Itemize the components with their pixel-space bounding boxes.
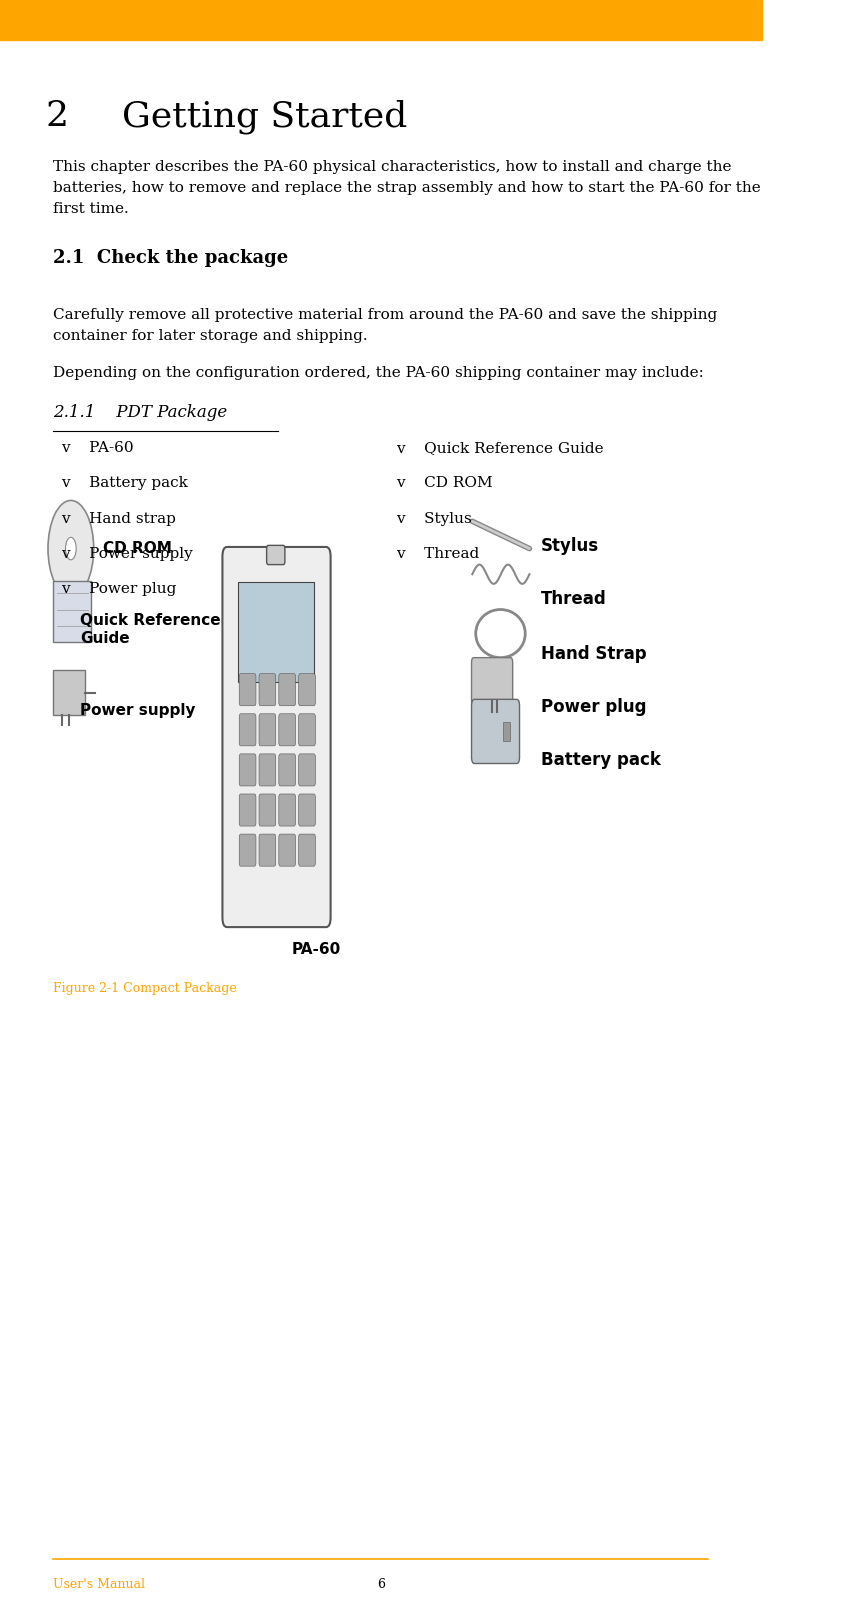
FancyBboxPatch shape <box>471 658 512 706</box>
Text: Depending on the configuration ordered, the PA-60 shipping container may include: Depending on the configuration ordered, … <box>53 366 704 380</box>
Circle shape <box>48 500 94 597</box>
FancyBboxPatch shape <box>278 834 295 866</box>
Text: v    Power supply: v Power supply <box>61 547 193 561</box>
FancyBboxPatch shape <box>239 794 256 826</box>
FancyBboxPatch shape <box>278 674 295 706</box>
FancyBboxPatch shape <box>53 581 91 642</box>
Text: 6: 6 <box>376 1578 385 1591</box>
FancyBboxPatch shape <box>239 834 256 866</box>
Text: v    Power plug: v Power plug <box>61 582 176 597</box>
Text: This chapter describes the PA-60 physical characteristics, how to install and ch: This chapter describes the PA-60 physica… <box>53 160 760 215</box>
Text: Figure 2-1 Compact Package: Figure 2-1 Compact Package <box>53 982 237 994</box>
FancyBboxPatch shape <box>299 794 315 826</box>
Text: Battery pack: Battery pack <box>540 751 660 768</box>
Text: 2.1  Check the package: 2.1 Check the package <box>53 249 288 266</box>
FancyBboxPatch shape <box>258 674 276 706</box>
FancyBboxPatch shape <box>239 674 256 706</box>
Text: Carefully remove all protective material from around the PA-60 and save the ship: Carefully remove all protective material… <box>53 308 717 343</box>
Text: v    CD ROM: v CD ROM <box>396 476 492 491</box>
Text: v    Quick Reference Guide: v Quick Reference Guide <box>396 441 603 456</box>
FancyBboxPatch shape <box>299 714 315 746</box>
Text: Getting Started: Getting Started <box>122 99 407 135</box>
Text: v    Stylus: v Stylus <box>396 512 472 526</box>
Text: 2: 2 <box>46 99 68 133</box>
FancyBboxPatch shape <box>258 834 276 866</box>
FancyBboxPatch shape <box>266 545 285 565</box>
Text: Hand Strap: Hand Strap <box>540 645 646 662</box>
Text: v    Hand strap: v Hand strap <box>61 512 176 526</box>
FancyBboxPatch shape <box>239 714 256 746</box>
FancyBboxPatch shape <box>258 794 276 826</box>
Bar <box>0 0 761 40</box>
Text: PA-60: PA-60 <box>291 942 340 956</box>
FancyBboxPatch shape <box>299 674 315 706</box>
Text: v    Battery pack: v Battery pack <box>61 476 188 491</box>
Text: v    PA-60: v PA-60 <box>61 441 133 456</box>
Text: CD ROM: CD ROM <box>102 541 171 555</box>
FancyBboxPatch shape <box>239 754 256 786</box>
FancyBboxPatch shape <box>502 722 510 741</box>
Text: 2.1.1    PDT Package: 2.1.1 PDT Package <box>53 404 227 422</box>
FancyBboxPatch shape <box>53 670 85 715</box>
FancyBboxPatch shape <box>222 547 330 927</box>
Text: Power plug: Power plug <box>540 698 646 715</box>
FancyBboxPatch shape <box>258 714 276 746</box>
Text: User's Manual: User's Manual <box>53 1578 145 1591</box>
FancyBboxPatch shape <box>258 754 276 786</box>
FancyBboxPatch shape <box>278 714 295 746</box>
FancyBboxPatch shape <box>237 582 314 682</box>
Text: Power supply: Power supply <box>80 703 195 717</box>
FancyBboxPatch shape <box>299 754 315 786</box>
Text: Thread: Thread <box>540 590 606 608</box>
Circle shape <box>66 537 76 560</box>
Text: v    Thread: v Thread <box>396 547 479 561</box>
Text: Quick Reference
Guide: Quick Reference Guide <box>80 613 220 646</box>
FancyBboxPatch shape <box>299 834 315 866</box>
Text: Stylus: Stylus <box>540 537 598 555</box>
FancyBboxPatch shape <box>278 754 295 786</box>
FancyBboxPatch shape <box>471 699 519 764</box>
FancyBboxPatch shape <box>278 794 295 826</box>
